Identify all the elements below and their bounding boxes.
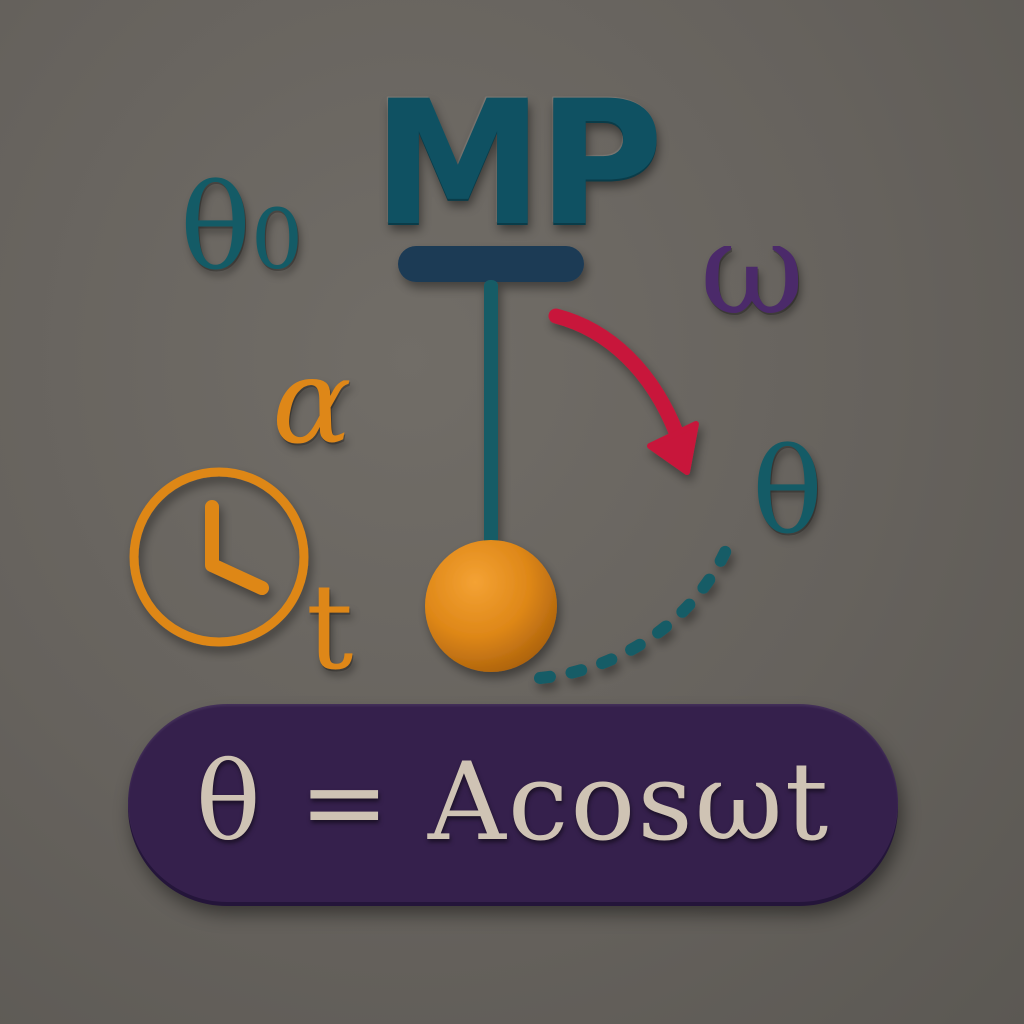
pendulum-bob xyxy=(425,540,557,672)
theta-zero-symbol: θ0 xyxy=(180,168,303,286)
curved-arrow-head xyxy=(647,421,699,475)
omega-symbol: ω xyxy=(700,195,805,344)
theta-zero-base: θ xyxy=(180,158,252,296)
clock-icon xyxy=(129,467,309,647)
dotted-path-icon xyxy=(534,530,738,684)
pendulum-icon xyxy=(398,246,584,672)
pendulum-pivot-bar xyxy=(398,246,584,282)
theta-zero-subscript: 0 xyxy=(251,193,304,288)
theta-symbol: θ xyxy=(752,422,824,560)
clock-face xyxy=(129,467,309,647)
pendulum-rod xyxy=(484,280,498,548)
alpha-symbol: α xyxy=(272,332,352,470)
curved-arrow-icon xyxy=(548,308,699,475)
equation-text: θ = Acosωt xyxy=(195,740,831,865)
time-symbol: t xyxy=(306,558,354,696)
clock-hands xyxy=(205,500,269,595)
equation-pill: θ = Acosωt xyxy=(128,704,898,902)
curved-arrow-shaft xyxy=(548,308,684,440)
app-logo: MP xyxy=(372,63,663,264)
